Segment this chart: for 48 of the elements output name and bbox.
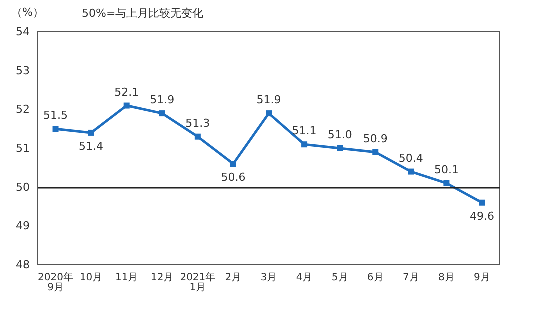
- x-tick-label: 2021年 1月: [180, 272, 216, 294]
- x-tick-label: 2月: [225, 272, 242, 284]
- y-tick-label: 51: [16, 142, 30, 155]
- data-label: 51.1: [292, 124, 317, 138]
- x-tick-label: 5月: [332, 272, 348, 284]
- x-tick-label: 4月: [296, 272, 313, 284]
- y-tick-label: 53: [16, 64, 30, 78]
- data-label: 49.6: [470, 210, 494, 223]
- y-tick-label: 50: [16, 180, 30, 194]
- x-tick-label: 2020年 9月: [38, 272, 74, 294]
- data-label: 51.3: [186, 116, 210, 130]
- point: [408, 168, 414, 175]
- data-label: 50.1: [434, 163, 459, 176]
- point: [230, 161, 236, 168]
- y-tick-label: 49: [16, 220, 30, 233]
- point: [159, 110, 166, 117]
- x-tick-label: 11月: [115, 272, 138, 284]
- point: [194, 134, 201, 140]
- y-axis-title: （%）: [12, 6, 44, 19]
- point: [302, 142, 308, 148]
- x-tick-label: 9月: [474, 272, 490, 284]
- data-label: 51.9: [150, 94, 175, 107]
- data-label: 50.6: [221, 171, 246, 184]
- text: 50%=与上月比较无变化: [82, 7, 204, 20]
- data-label: 50.4: [398, 152, 424, 165]
- point: [444, 180, 450, 186]
- y-tick-label: 48: [16, 258, 30, 272]
- data-label: 51.0: [328, 128, 352, 142]
- point: [479, 200, 486, 206]
- data-label: 51.5: [44, 109, 68, 122]
- data-label: 51.4: [79, 140, 104, 153]
- point: [337, 146, 344, 152]
- point: [372, 149, 379, 156]
- data-label: 50.9: [363, 132, 388, 146]
- point: [124, 102, 130, 109]
- x-tick-label: 8月: [438, 272, 455, 284]
- point: [266, 110, 272, 117]
- x-tick-label: 10月: [80, 272, 103, 284]
- x-tick-label: 6月: [367, 272, 384, 284]
- y-tick-label: 54: [16, 26, 30, 38]
- point: [52, 126, 59, 132]
- point: [88, 130, 94, 136]
- data-label: 52.1: [114, 86, 140, 99]
- x-tick-label: 12月: [151, 272, 174, 284]
- x-tick-label: 3月: [260, 272, 278, 284]
- y-tick-label: 52: [16, 103, 30, 116]
- x-tick-label: 7月: [402, 272, 420, 284]
- data-label: 51.9: [256, 94, 282, 107]
